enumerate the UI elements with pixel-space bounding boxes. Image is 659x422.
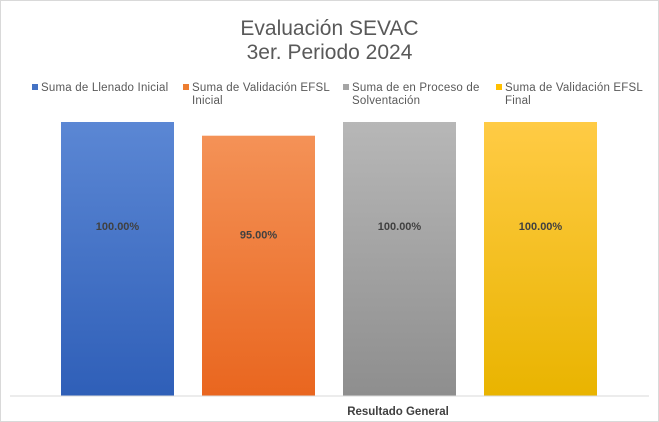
bar-2: [202, 135, 315, 396]
bar-3: [343, 122, 456, 396]
chart-title: Evaluación SEVAC: [240, 17, 419, 40]
legend-item-validacion-inicial: Suma de Validación EFSL Inicial: [183, 82, 343, 108]
legend-item-llenado-inicial: Suma de Llenado Inicial: [32, 82, 192, 95]
chart-subtitle: 3er. Periodo 2024: [246, 41, 413, 64]
bar-data-label-2: 95.00%: [240, 230, 278, 242]
legend-swatch: [343, 84, 349, 90]
legend-item-validacion-final: Suma de Validación EFSL Final: [496, 82, 656, 108]
bar-4: [484, 122, 597, 396]
legend-label: Suma de Validación EFSL Inicial: [192, 82, 330, 107]
legend-swatch: [183, 84, 189, 90]
bar-data-label-3: 100.00%: [378, 221, 422, 233]
legend-label: Suma de Llenado Inicial: [41, 82, 169, 94]
legend-item-proceso-solventacion: Suma de en Proceso de Solventación: [343, 82, 503, 108]
legend-swatch: [496, 84, 502, 90]
bar-data-label-1: 100.00%: [96, 221, 140, 233]
legend-swatch: [32, 84, 38, 90]
legend-label: Suma de Validación EFSL Final: [505, 82, 643, 107]
bar-1: [61, 122, 174, 396]
legend-label: Suma de en Proceso de Solventación: [352, 82, 480, 107]
bar-data-label-4: 100.00%: [519, 221, 563, 233]
x-axis-category-label: Resultado General: [347, 406, 449, 418]
